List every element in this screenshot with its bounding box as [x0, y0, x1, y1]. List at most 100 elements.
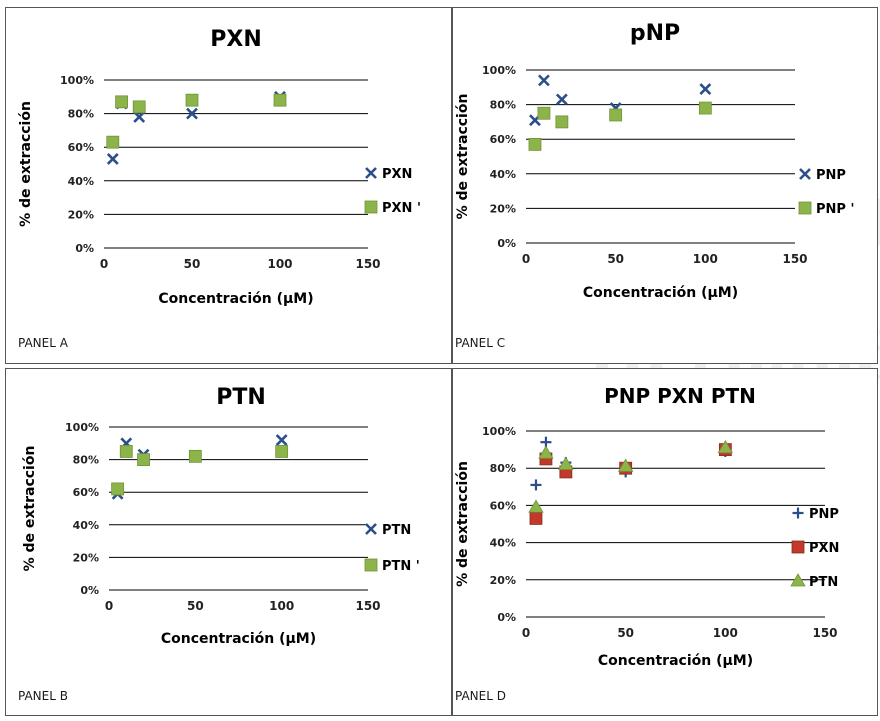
y-axis-label: % de extracción: [455, 461, 471, 587]
panel-b-label: PANEL B: [18, 689, 68, 703]
data-point: [698, 101, 712, 115]
legend-marker: [792, 507, 804, 519]
chart-panel-b: PTN 0% 20% 40% 60% 80% 100% 0 50 100 150 Concentrac…: [22, 385, 420, 647]
x-tick-label: 100: [269, 599, 294, 613]
y-tick-label: 80%: [490, 462, 516, 475]
y-tick-label: 80%: [73, 454, 99, 467]
y-tick-label: 100%: [482, 64, 516, 77]
y-tick-label: 20%: [490, 202, 516, 215]
data-point: [132, 100, 146, 114]
y-tick-label: 100%: [482, 425, 516, 438]
data-point: [275, 434, 288, 446]
data-point: [530, 479, 542, 491]
legend-marker: [790, 573, 806, 587]
legend-marker: [798, 201, 812, 215]
legend-marker: [365, 167, 377, 179]
y-axis-label: % de extracción: [455, 94, 471, 220]
y-tick-label: 60%: [73, 486, 99, 499]
legend-marker: [799, 168, 811, 180]
x-tick-label: 0: [522, 626, 530, 640]
y-tick-label: 40%: [68, 175, 94, 188]
x-axis-label: Concentración (μM): [158, 291, 313, 307]
data-point: [609, 108, 623, 122]
chart-title: PNP PXN PTN: [604, 384, 756, 408]
legend-label: PNP: [816, 168, 846, 183]
panel-c: pNP 0% 20% 40% 60% 80% 100% 0 50 100 150 Concentrac…: [452, 7, 878, 364]
x-tick-label: 150: [812, 626, 837, 640]
y-tick-label: 60%: [68, 141, 94, 154]
panel-c-label: PANEL C: [455, 336, 506, 350]
x-tick-label: 150: [355, 257, 380, 271]
data-point: [119, 445, 133, 458]
data-point: [186, 107, 198, 120]
data-point: [185, 93, 199, 107]
chart-title: pNP: [630, 21, 680, 46]
panel-a-label: PANEL A: [18, 336, 68, 350]
y-tick-label: 0%: [497, 611, 516, 624]
x-tick-label: 100: [713, 626, 738, 640]
legend-label: PXN: [382, 167, 412, 182]
y-tick-label: 0%: [75, 242, 94, 255]
data-point: [188, 449, 202, 463]
x-tick-label: 50: [184, 257, 201, 271]
x-axis-label: Concentración (μM): [583, 285, 738, 301]
data-point: [275, 445, 289, 458]
chart-title: PXN: [210, 27, 262, 52]
data-point: [538, 445, 554, 459]
y-tick-label: 20%: [73, 551, 99, 564]
legend-label: PXN: [809, 541, 839, 556]
x-tick-label: 0: [105, 599, 113, 613]
panel-d: PNP PXN PTN 0% 20% 40% 60% 80% 100% 0 50 100 150 Co…: [452, 368, 878, 716]
data-point: [273, 93, 287, 107]
data-point: [528, 137, 542, 151]
x-tick-label: 50: [607, 252, 624, 266]
data-point: [555, 93, 568, 106]
chart-title: PTN: [216, 385, 266, 410]
legend-marker: [791, 540, 805, 554]
data-point: [699, 83, 712, 95]
x-tick-label: 100: [267, 257, 292, 271]
x-tick-label: 0: [100, 257, 108, 271]
y-tick-label: 40%: [490, 537, 516, 550]
y-tick-label: 100%: [60, 74, 94, 87]
y-tick-label: 60%: [490, 499, 516, 512]
legend-marker: [365, 523, 377, 535]
legend-label: PXN ': [382, 201, 421, 216]
data-point: [106, 135, 120, 149]
x-tick-label: 50: [187, 599, 204, 613]
data-point: [717, 439, 734, 454]
y-tick-label: 60%: [490, 133, 516, 146]
chart-panel-d: PNP PXN PTN 0% 20% 40% 60% 80% 100% 0 50 100 150 Co…: [455, 384, 839, 669]
chart-panel-a: PXN 0% 20% 40% 60% 80% 100% 0 50 100 150 Concentrac…: [18, 27, 421, 307]
data-point: [555, 115, 569, 129]
legend-label: PNP: [809, 507, 839, 522]
y-tick-label: 0%: [80, 584, 99, 597]
legend-label: PTN: [809, 575, 838, 590]
panel-a: PXN 0% 20% 40% 60% 80% 100% 0 50 100 150 Concentrac…: [5, 7, 452, 364]
data-point: [137, 453, 150, 466]
data-point: [537, 106, 551, 120]
y-axis-label: % de extracción: [18, 101, 34, 227]
x-tick-label: 150: [782, 252, 807, 266]
x-tick-label: 150: [355, 599, 380, 613]
y-tick-label: 40%: [490, 168, 516, 181]
data-point: [538, 74, 550, 87]
y-tick-label: 0%: [497, 237, 516, 250]
y-tick-label: 80%: [68, 108, 94, 121]
data-point: [558, 456, 574, 470]
x-tick-label: 0: [522, 252, 530, 266]
y-axis-label: % de extracción: [22, 446, 38, 572]
data-point: [133, 111, 146, 123]
y-tick-label: 80%: [490, 99, 516, 112]
y-tick-label: 20%: [490, 574, 516, 587]
data-point: [111, 482, 125, 496]
x-tick-label: 50: [617, 626, 634, 640]
data-point: [106, 153, 119, 165]
data-point: [115, 95, 128, 109]
y-tick-label: 40%: [73, 519, 99, 532]
data-point: [617, 458, 634, 472]
y-tick-label: 20%: [68, 208, 94, 221]
x-axis-label: Concentración (μM): [161, 631, 316, 647]
y-tick-label: 100%: [65, 421, 99, 434]
